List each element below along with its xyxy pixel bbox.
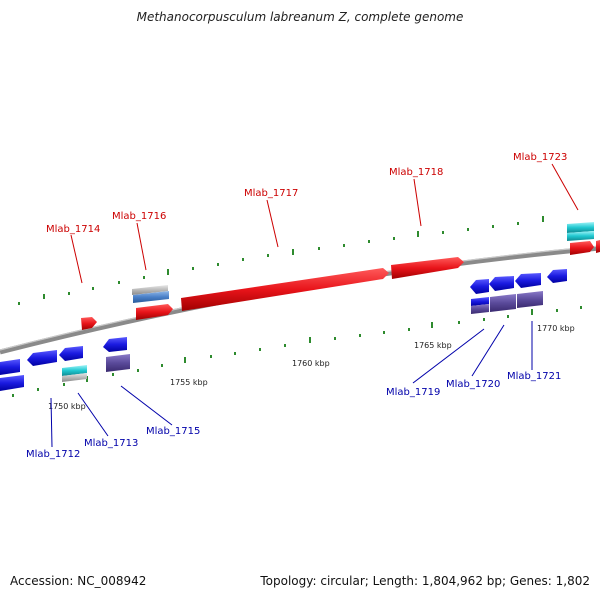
gene-mlab-1714[interactable] (81, 317, 97, 330)
gene-mlab-1713a[interactable] (27, 350, 57, 366)
gene-mlab-1719b[interactable] (471, 304, 489, 314)
gene-label-mlab-1715: Mlab_1715 (146, 426, 200, 437)
scale-label-1760: 1760 kbp (292, 359, 330, 368)
gene-label-mlab-1716: Mlab_1716 (112, 211, 166, 222)
leader-lines-reverse (50, 321, 533, 448)
gene-mlab-1712[interactable] (0, 359, 20, 375)
gene-label-mlab-1717: Mlab_1717 (244, 188, 298, 199)
leader-lines-forward (70, 163, 579, 284)
gene-mlab-1713-gray[interactable] (62, 373, 87, 382)
gene-offscreen[interactable] (596, 240, 600, 253)
forward-features (81, 222, 600, 330)
gene-mlab-1719-top[interactable] (470, 279, 489, 294)
rrna-feature-2[interactable] (133, 291, 169, 303)
genome-summary-text: Topology: circular; Length: 1,804,962 bp… (260, 574, 590, 588)
gene-mlab-1712b[interactable] (0, 375, 24, 391)
gene-label-mlab-1719: Mlab_1719 (386, 387, 440, 398)
gene-mlab-1720-top[interactable] (489, 276, 514, 291)
trna-feature-1723b[interactable] (567, 231, 594, 241)
gene-label-mlab-1723: Mlab_1723 (513, 152, 567, 163)
gene-label-mlab-1720: Mlab_1720 (446, 379, 500, 390)
scale-label-1755: 1755 kbp (170, 378, 208, 387)
gene-mlab-1721[interactable] (517, 291, 543, 308)
scale-label-1765: 1765 kbp (414, 341, 452, 350)
gene-label-mlab-1713: Mlab_1713 (84, 438, 138, 449)
gene-mlab-1718[interactable] (391, 257, 464, 279)
gene-mlab-1715[interactable] (106, 354, 130, 372)
gene-mlab-1723[interactable] (570, 241, 594, 255)
gene-label-mlab-1718: Mlab_1718 (389, 167, 443, 178)
gene-mlab-1713-cyan[interactable] (62, 365, 87, 376)
scale-label-1770: 1770 kbp (537, 324, 575, 333)
gene-mlab-1719[interactable] (471, 297, 489, 306)
accession-text: Accession: NC_008942 (10, 574, 147, 588)
gene-extra-top[interactable] (547, 269, 567, 283)
gene-label-mlab-1712: Mlab_1712 (26, 449, 80, 460)
gene-mlab-1717[interactable] (181, 268, 389, 311)
scale-label-1750: 1750 kbp (48, 402, 86, 411)
gene-mlab-1715-top[interactable] (103, 337, 127, 352)
trna-feature-1723[interactable] (567, 222, 594, 233)
forward-tick-ring (18, 216, 544, 305)
gene-mlab-1716[interactable] (136, 304, 173, 320)
gene-mlab-1720[interactable] (490, 294, 516, 312)
gene-label-mlab-1721: Mlab_1721 (507, 371, 561, 382)
gene-mlab-1713b[interactable] (59, 346, 83, 361)
rrna-feature[interactable] (132, 285, 168, 295)
reverse-tick-ring (12, 306, 582, 397)
reverse-features (0, 269, 567, 391)
gene-label-mlab-1714: Mlab_1714 (46, 224, 100, 235)
map-title: Methanocorpusculum labreanum Z, complete… (136, 10, 464, 24)
gene-mlab-1721-top[interactable] (515, 273, 541, 288)
